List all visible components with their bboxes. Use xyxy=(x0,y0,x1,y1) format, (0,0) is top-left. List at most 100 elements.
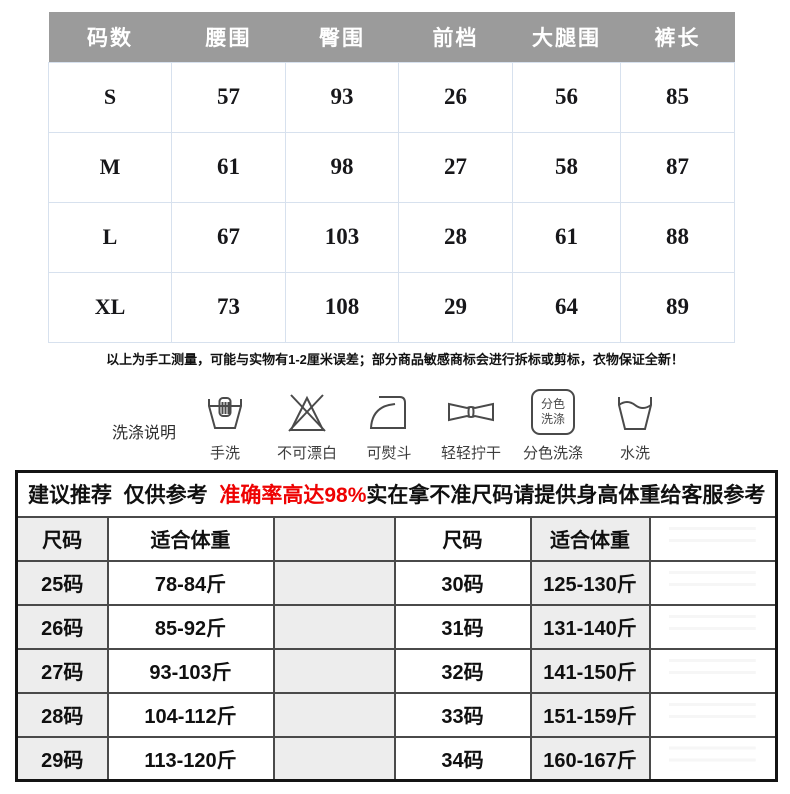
rec-weight-cell: 125-130斤 xyxy=(529,559,651,606)
table-row: 28码 104-112斤 33码 151-159斤 xyxy=(15,691,778,738)
rec-size-cell: 34码 xyxy=(393,735,532,782)
table-row: S 57 93 26 56 85 xyxy=(48,61,735,133)
measurement-cell: 26 xyxy=(398,61,513,133)
table-row: M 61 98 27 58 87 xyxy=(48,131,735,203)
rec-weight-cell: 113-120斤 xyxy=(106,735,275,782)
title-prefix: 建议推荐 仅供参考 xyxy=(28,484,220,508)
measurement-cell: 85 xyxy=(620,61,735,133)
care-item-label: 水洗 xyxy=(619,445,650,462)
recommendation-title: 建议推荐 仅供参考 准确率高达98%实在拿不准尺码请提供身高体重给客服参考 xyxy=(15,470,778,518)
recommendation-header-row: 尺码 适合体重 尺码 适合体重 xyxy=(15,515,778,562)
care-item-do-not-bleach: 不可漂白 xyxy=(266,386,348,463)
size-cell: M xyxy=(48,131,172,203)
measurement-cell: 89 xyxy=(620,271,735,343)
separate-colors-icon: 分色 洗涤 xyxy=(531,386,575,438)
spacer-cell xyxy=(648,735,778,782)
header-front-rise: 前档 xyxy=(398,12,513,62)
iron-ok-icon xyxy=(367,386,411,438)
measurement-cell: 87 xyxy=(620,131,735,203)
measurement-cell: 67 xyxy=(171,201,286,273)
do-not-bleach-icon xyxy=(284,386,330,438)
size-measurement-table: 码数 腰围 臀围 前档 大腿围 裤长 S 57 93 26 56 85 xyxy=(48,12,735,343)
size-table-header-row: 码数 腰围 臀围 前档 大腿围 裤长 xyxy=(48,12,735,62)
table-row: 26码 85-92斤 31码 131-140斤 xyxy=(15,603,778,650)
title-suffix: 实在拿不准尺码请提供身高体重给客服参考 xyxy=(366,484,766,508)
measurement-cell: 93 xyxy=(285,61,399,133)
measurement-cell: 57 xyxy=(171,61,286,133)
care-item-water-wash: 水洗 xyxy=(594,386,676,463)
care-item-iron-ok: 可熨斗 xyxy=(348,386,430,463)
rec-size-cell: 29码 xyxy=(15,735,109,782)
measurement-cell: 103 xyxy=(285,201,399,273)
measurement-cell: 56 xyxy=(512,61,621,133)
table-row: 29码 113-120斤 34码 160-167斤 xyxy=(15,735,778,782)
rec-weight-cell: 78-84斤 xyxy=(106,559,275,606)
water-wash-icon xyxy=(615,386,655,438)
measurement-cell: 58 xyxy=(512,131,621,203)
measurement-cell: 64 xyxy=(512,271,621,343)
measurement-note: 以上为手工测量，可能与实物有1-2厘米误差；部分商品敏感商标会进行拆标或剪标，衣… xyxy=(106,352,684,367)
spacer-cell xyxy=(272,559,396,606)
rec-size-cell: 32码 xyxy=(393,647,532,694)
header-waist: 腰围 xyxy=(171,12,286,62)
header-pant-length: 裤长 xyxy=(620,12,735,62)
care-item-label: 分色洗涤 xyxy=(522,445,583,462)
table-row: 27码 93-103斤 32码 141-150斤 xyxy=(15,647,778,694)
care-item-label: 可熨斗 xyxy=(366,445,412,462)
care-item-label: 轻轻拧干 xyxy=(440,445,501,462)
rec-size-cell: 27码 xyxy=(15,647,109,694)
spacer-cell xyxy=(272,603,396,650)
spacer-cell xyxy=(648,515,778,562)
measurement-cell: 61 xyxy=(512,201,621,273)
measurement-cell: 98 xyxy=(285,131,399,203)
rec-weight-cell: 160-167斤 xyxy=(529,735,651,782)
rec-weight-header: 适合体重 xyxy=(529,515,651,562)
measurement-cell: 88 xyxy=(620,201,735,273)
rec-size-cell: 31码 xyxy=(393,603,532,650)
wring-gently-icon xyxy=(446,386,496,438)
rec-weight-cell: 104-112斤 xyxy=(106,691,275,738)
rec-size-header: 尺码 xyxy=(393,515,532,562)
measurement-cell: 29 xyxy=(398,271,513,343)
spacer-cell xyxy=(648,603,778,650)
recommendation-title-row: 建议推荐 仅供参考 准确率高达98%实在拿不准尺码请提供身高体重给客服参考 xyxy=(15,470,778,518)
measurement-cell: 27 xyxy=(398,131,513,203)
rec-size-cell: 26码 xyxy=(15,603,109,650)
measurement-cell: 108 xyxy=(285,271,399,343)
rec-weight-cell: 85-92斤 xyxy=(106,603,275,650)
table-row: XL 73 108 29 64 89 xyxy=(48,271,735,343)
measurement-cell: 28 xyxy=(398,201,513,273)
weight-recommendation-table: 建议推荐 仅供参考 准确率高达98%实在拿不准尺码请提供身高体重给客服参考 尺码… xyxy=(15,470,778,782)
header-size: 码数 xyxy=(48,12,172,62)
rec-weight-header: 适合体重 xyxy=(106,515,275,562)
header-thigh: 大腿围 xyxy=(512,12,621,62)
size-cell: S xyxy=(48,61,172,133)
spacer-cell xyxy=(272,647,396,694)
care-item-label: 手洗 xyxy=(209,445,240,462)
rec-size-cell: 28码 xyxy=(15,691,109,738)
rec-weight-cell: 151-159斤 xyxy=(529,691,651,738)
rec-weight-cell: 141-150斤 xyxy=(529,647,651,694)
size-cell: XL xyxy=(48,271,172,343)
care-item-hand-wash: 手洗 xyxy=(184,386,266,463)
care-item-separate-colors: 分色 洗涤 分色洗涤 xyxy=(512,386,594,463)
rec-weight-cell: 93-103斤 xyxy=(106,647,275,694)
care-item-label: 不可漂白 xyxy=(276,445,337,462)
measurement-cell: 61 xyxy=(171,131,286,203)
separate-colors-icon-text: 分色 xyxy=(540,397,565,411)
rec-size-cell: 30码 xyxy=(393,559,532,606)
measurement-cell: 73 xyxy=(171,271,286,343)
care-item-wring-gently: 轻轻拧干 xyxy=(430,386,512,463)
spacer-cell xyxy=(272,735,396,782)
spacer-cell xyxy=(648,647,778,694)
spacer-cell xyxy=(272,691,396,738)
hand-wash-icon xyxy=(205,386,245,438)
table-row: L 67 103 28 61 88 xyxy=(48,201,735,273)
accuracy-highlight: 准确率高达98% xyxy=(219,484,367,508)
rec-weight-cell: 131-140斤 xyxy=(529,603,651,650)
spacer-cell xyxy=(648,559,778,606)
rec-size-cell: 25码 xyxy=(15,559,109,606)
rec-size-cell: 33码 xyxy=(393,691,532,738)
size-cell: L xyxy=(48,201,172,273)
